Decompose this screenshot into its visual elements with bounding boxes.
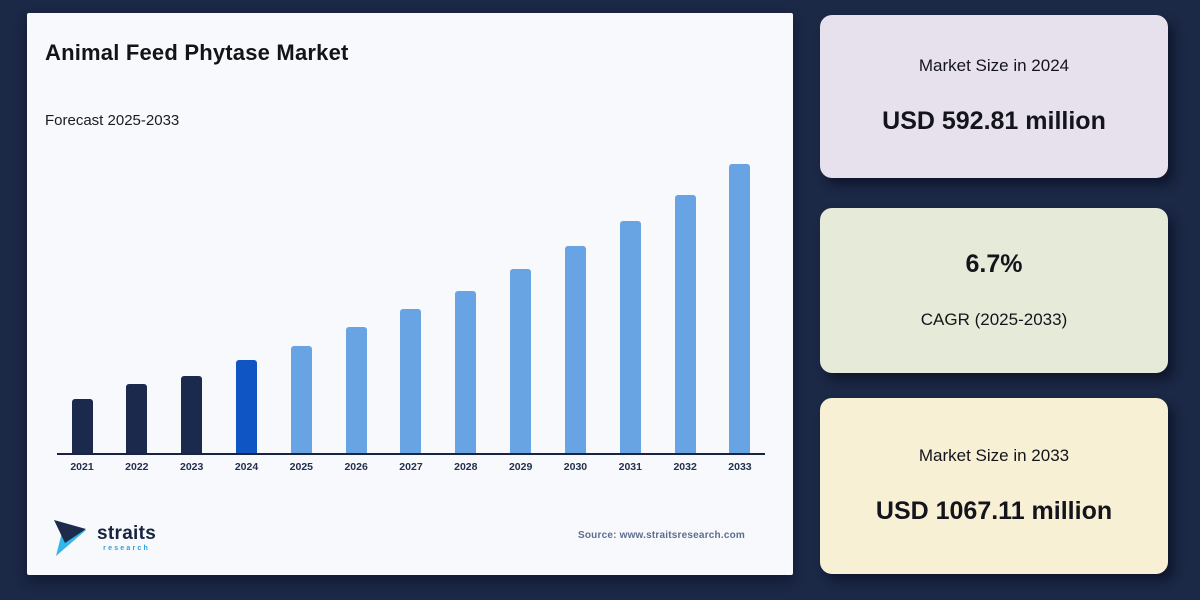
x-tick-label-2025: 2025 bbox=[289, 461, 313, 473]
bar-group-2032: 2032 bbox=[673, 151, 697, 473]
stat-card-market-size-2033: Market Size in 2033 USD 1067.11 million bbox=[820, 398, 1168, 574]
straits-logo-icon bbox=[54, 520, 86, 556]
logo-sub-text: research bbox=[103, 545, 150, 552]
bar-group-2033: 2033 bbox=[728, 151, 752, 473]
stat-card-cagr: 6.7% CAGR (2025-2033) bbox=[820, 208, 1168, 373]
stat-label-cagr: CAGR (2025-2033) bbox=[920, 309, 1068, 329]
bar-2021 bbox=[71, 399, 93, 453]
bar-2033 bbox=[729, 164, 751, 453]
bar-2023 bbox=[181, 376, 203, 453]
bar-group-2027: 2027 bbox=[399, 151, 423, 473]
x-tick-label-2022: 2022 bbox=[125, 461, 149, 473]
stat-value-2024: USD 592.81 million bbox=[882, 107, 1106, 136]
bar-2031 bbox=[619, 221, 641, 453]
x-tick-label-2030: 2030 bbox=[563, 461, 588, 473]
bar-group-2029: 2029 bbox=[509, 151, 532, 473]
stat-label-2033: Market Size in 2033 bbox=[918, 445, 1070, 465]
chart-subtitle: Forecast 2025-2033 bbox=[45, 112, 180, 129]
x-tick-label-2021: 2021 bbox=[70, 461, 94, 473]
x-tick-label-2031: 2031 bbox=[618, 461, 642, 473]
stat-label-2024: Market Size in 2024 bbox=[918, 56, 1070, 76]
x-tick-label-2032: 2032 bbox=[673, 461, 697, 473]
source-text: Source: www.straitsresearch.com bbox=[577, 530, 745, 541]
bar-group-2028: 2028 bbox=[454, 151, 477, 473]
x-tick-label-2027: 2027 bbox=[399, 461, 423, 473]
bar-2025 bbox=[290, 346, 312, 453]
straits-research-logo: straits research bbox=[53, 517, 156, 559]
bar-group-2031: 2031 bbox=[619, 151, 642, 473]
bar-2032 bbox=[674, 195, 696, 453]
bar-2024 bbox=[235, 360, 257, 453]
stat-card-market-size-2024: Market Size in 2024 USD 592.81 million bbox=[820, 15, 1168, 178]
bar-group-2030: 2030 bbox=[564, 151, 587, 473]
bar-group-2023: 2023 bbox=[180, 151, 203, 473]
x-tick-label-2028: 2028 bbox=[454, 461, 478, 473]
bar-2022 bbox=[126, 384, 148, 453]
x-tick-label-2029: 2029 bbox=[508, 461, 533, 473]
x-tick-label-2023: 2023 bbox=[179, 461, 204, 473]
bar-group-2025: 2025 bbox=[290, 151, 313, 473]
page-title: Animal Feed Phytase Market bbox=[45, 40, 349, 65]
x-tick-label-2024: 2024 bbox=[234, 461, 259, 473]
bar-2026 bbox=[345, 327, 367, 453]
x-tick-label-2026: 2026 bbox=[344, 461, 368, 473]
bar-2030 bbox=[564, 246, 586, 453]
stat-cards-panel: Market Size in 2024 USD 592.81 million 6… bbox=[820, 0, 1168, 600]
logo-brand-text: straits bbox=[97, 523, 157, 544]
bar-plot: 2021 2022 2023 2024 2025 2026 2027 2028 2029 2030… bbox=[57, 151, 765, 473]
x-tick-label-2033: 2033 bbox=[728, 461, 752, 473]
bar-group-2021: 2021 bbox=[70, 151, 94, 473]
bar-2028 bbox=[455, 291, 477, 453]
bar-group-2022: 2022 bbox=[125, 151, 149, 473]
chart-card: Animal Feed Phytase Market Forecast 2025… bbox=[27, 13, 793, 575]
logo-text: straits research bbox=[97, 524, 156, 552]
bar-2027 bbox=[400, 309, 422, 453]
bar-group-2026: 2026 bbox=[344, 151, 368, 473]
stat-value-cagr: 6.7% bbox=[965, 250, 1023, 279]
bar-2029 bbox=[510, 269, 532, 453]
stat-value-2033: USD 1067.11 million bbox=[875, 496, 1113, 525]
bar-group-2024: 2024 bbox=[235, 151, 258, 473]
